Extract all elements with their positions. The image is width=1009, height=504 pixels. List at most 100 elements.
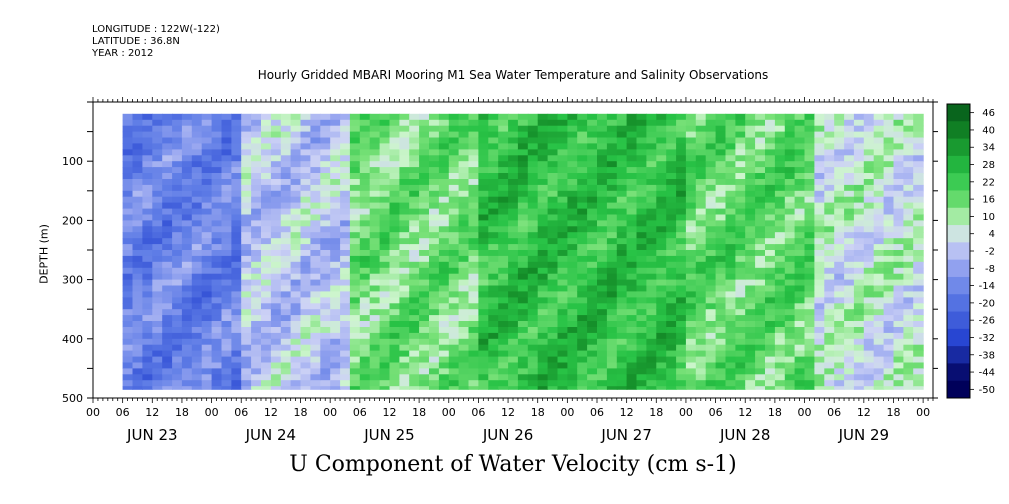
heatmap-cell xyxy=(903,380,914,387)
heatmap-cell xyxy=(666,291,677,298)
heatmap-cell xyxy=(379,250,391,257)
heatmap-cell xyxy=(162,179,173,186)
heatmap-cell xyxy=(310,362,321,369)
heatmap-cell xyxy=(824,119,835,127)
heatmap-cell xyxy=(814,362,825,369)
heatmap-cell xyxy=(191,232,203,239)
heatmap-cell xyxy=(745,374,756,381)
heatmap-cell xyxy=(725,255,736,263)
heatmap-cell xyxy=(666,356,677,364)
heatmap-cell xyxy=(567,137,578,144)
heatmap-cell xyxy=(705,315,717,322)
heatmap-cell xyxy=(626,143,638,150)
heatmap-cell xyxy=(745,297,756,304)
heatmap-cell xyxy=(893,356,904,364)
heatmap-cell xyxy=(646,297,657,304)
heatmap-cell xyxy=(419,368,430,375)
heatmap-cell xyxy=(824,380,835,387)
heatmap-cell xyxy=(409,327,420,334)
heatmap-cell xyxy=(745,255,756,263)
heatmap-cell xyxy=(774,214,786,221)
heatmap-cell xyxy=(270,184,282,192)
heatmap-cell xyxy=(685,179,697,186)
heatmap-cell xyxy=(458,113,470,121)
heatmap-cell xyxy=(577,149,588,156)
heatmap-cell xyxy=(606,244,618,251)
heatmap-cell xyxy=(201,368,213,375)
heatmap-cell xyxy=(369,179,381,186)
day-label: JUN 24 xyxy=(245,426,296,444)
heatmap-cell xyxy=(745,244,756,251)
heatmap-cell xyxy=(122,250,134,257)
heatmap-cell xyxy=(429,167,440,174)
heatmap-cell xyxy=(191,226,203,233)
heatmap-cell xyxy=(498,155,509,162)
heatmap-cell xyxy=(389,149,400,156)
heatmap-cell xyxy=(784,119,796,127)
heatmap-cell xyxy=(211,279,223,287)
heatmap-cell xyxy=(379,244,391,251)
heatmap-cell xyxy=(903,250,914,257)
heatmap-cell xyxy=(695,155,707,162)
heatmap-cell xyxy=(132,291,143,298)
heatmap-cell xyxy=(191,255,203,263)
heatmap-cell xyxy=(527,297,539,304)
heatmap-cell xyxy=(399,380,410,387)
heatmap-cell xyxy=(488,291,499,298)
heatmap-cell xyxy=(685,161,697,168)
heatmap-cell xyxy=(527,362,539,369)
heatmap-cell xyxy=(537,220,549,227)
heatmap-cell xyxy=(251,315,262,322)
heatmap-cell xyxy=(468,196,479,204)
heatmap-cell xyxy=(725,386,736,390)
heatmap-cell xyxy=(369,309,381,316)
heatmap-cell xyxy=(636,267,647,275)
heatmap-cell xyxy=(142,374,153,381)
heatmap-cell xyxy=(508,285,519,292)
heatmap-cell xyxy=(448,161,460,168)
heatmap-cell xyxy=(241,173,252,180)
heatmap-cell xyxy=(241,332,252,340)
heatmap-cell xyxy=(725,285,736,292)
heatmap-cell xyxy=(587,143,598,150)
heatmap-cell xyxy=(359,232,371,239)
heatmap-cell xyxy=(705,303,717,310)
heatmap-cell xyxy=(122,255,134,263)
heatmap-cell xyxy=(873,125,885,133)
heatmap-cell xyxy=(863,327,875,334)
heatmap-cell xyxy=(666,196,677,204)
heatmap-cell xyxy=(597,344,608,352)
heatmap-cell xyxy=(379,196,391,204)
heatmap-cell xyxy=(587,131,598,139)
heatmap-cell xyxy=(626,279,638,287)
heatmap-cell xyxy=(715,214,727,221)
heatmap-cell xyxy=(883,167,895,174)
x-tick-label: 06 xyxy=(353,406,367,419)
heatmap-cell xyxy=(409,167,420,174)
heatmap-cell xyxy=(685,208,697,216)
heatmap-cell xyxy=(735,214,746,221)
heatmap-cell xyxy=(597,368,608,375)
heatmap-cell xyxy=(498,362,509,369)
heatmap-cell xyxy=(606,196,618,204)
heatmap-cell xyxy=(290,131,302,139)
heatmap-cell xyxy=(844,167,855,174)
heatmap-cell xyxy=(784,344,796,352)
heatmap-cell xyxy=(774,291,786,298)
heatmap-cell xyxy=(893,167,904,174)
heatmap-cell xyxy=(646,155,657,162)
heatmap-cell xyxy=(616,202,628,210)
heatmap-cell xyxy=(448,362,460,369)
heatmap-cell xyxy=(774,250,786,257)
heatmap-cell xyxy=(458,332,470,340)
heatmap-cell xyxy=(616,303,628,310)
heatmap-cell xyxy=(448,143,460,150)
heatmap-cell xyxy=(261,309,272,316)
heatmap-cell xyxy=(181,250,193,257)
heatmap-cell xyxy=(369,368,381,375)
heatmap-cell xyxy=(231,226,242,233)
heatmap-cell xyxy=(646,113,657,121)
heatmap-cell xyxy=(656,321,667,328)
heatmap-cell xyxy=(320,113,331,121)
heatmap-cell xyxy=(211,167,223,174)
